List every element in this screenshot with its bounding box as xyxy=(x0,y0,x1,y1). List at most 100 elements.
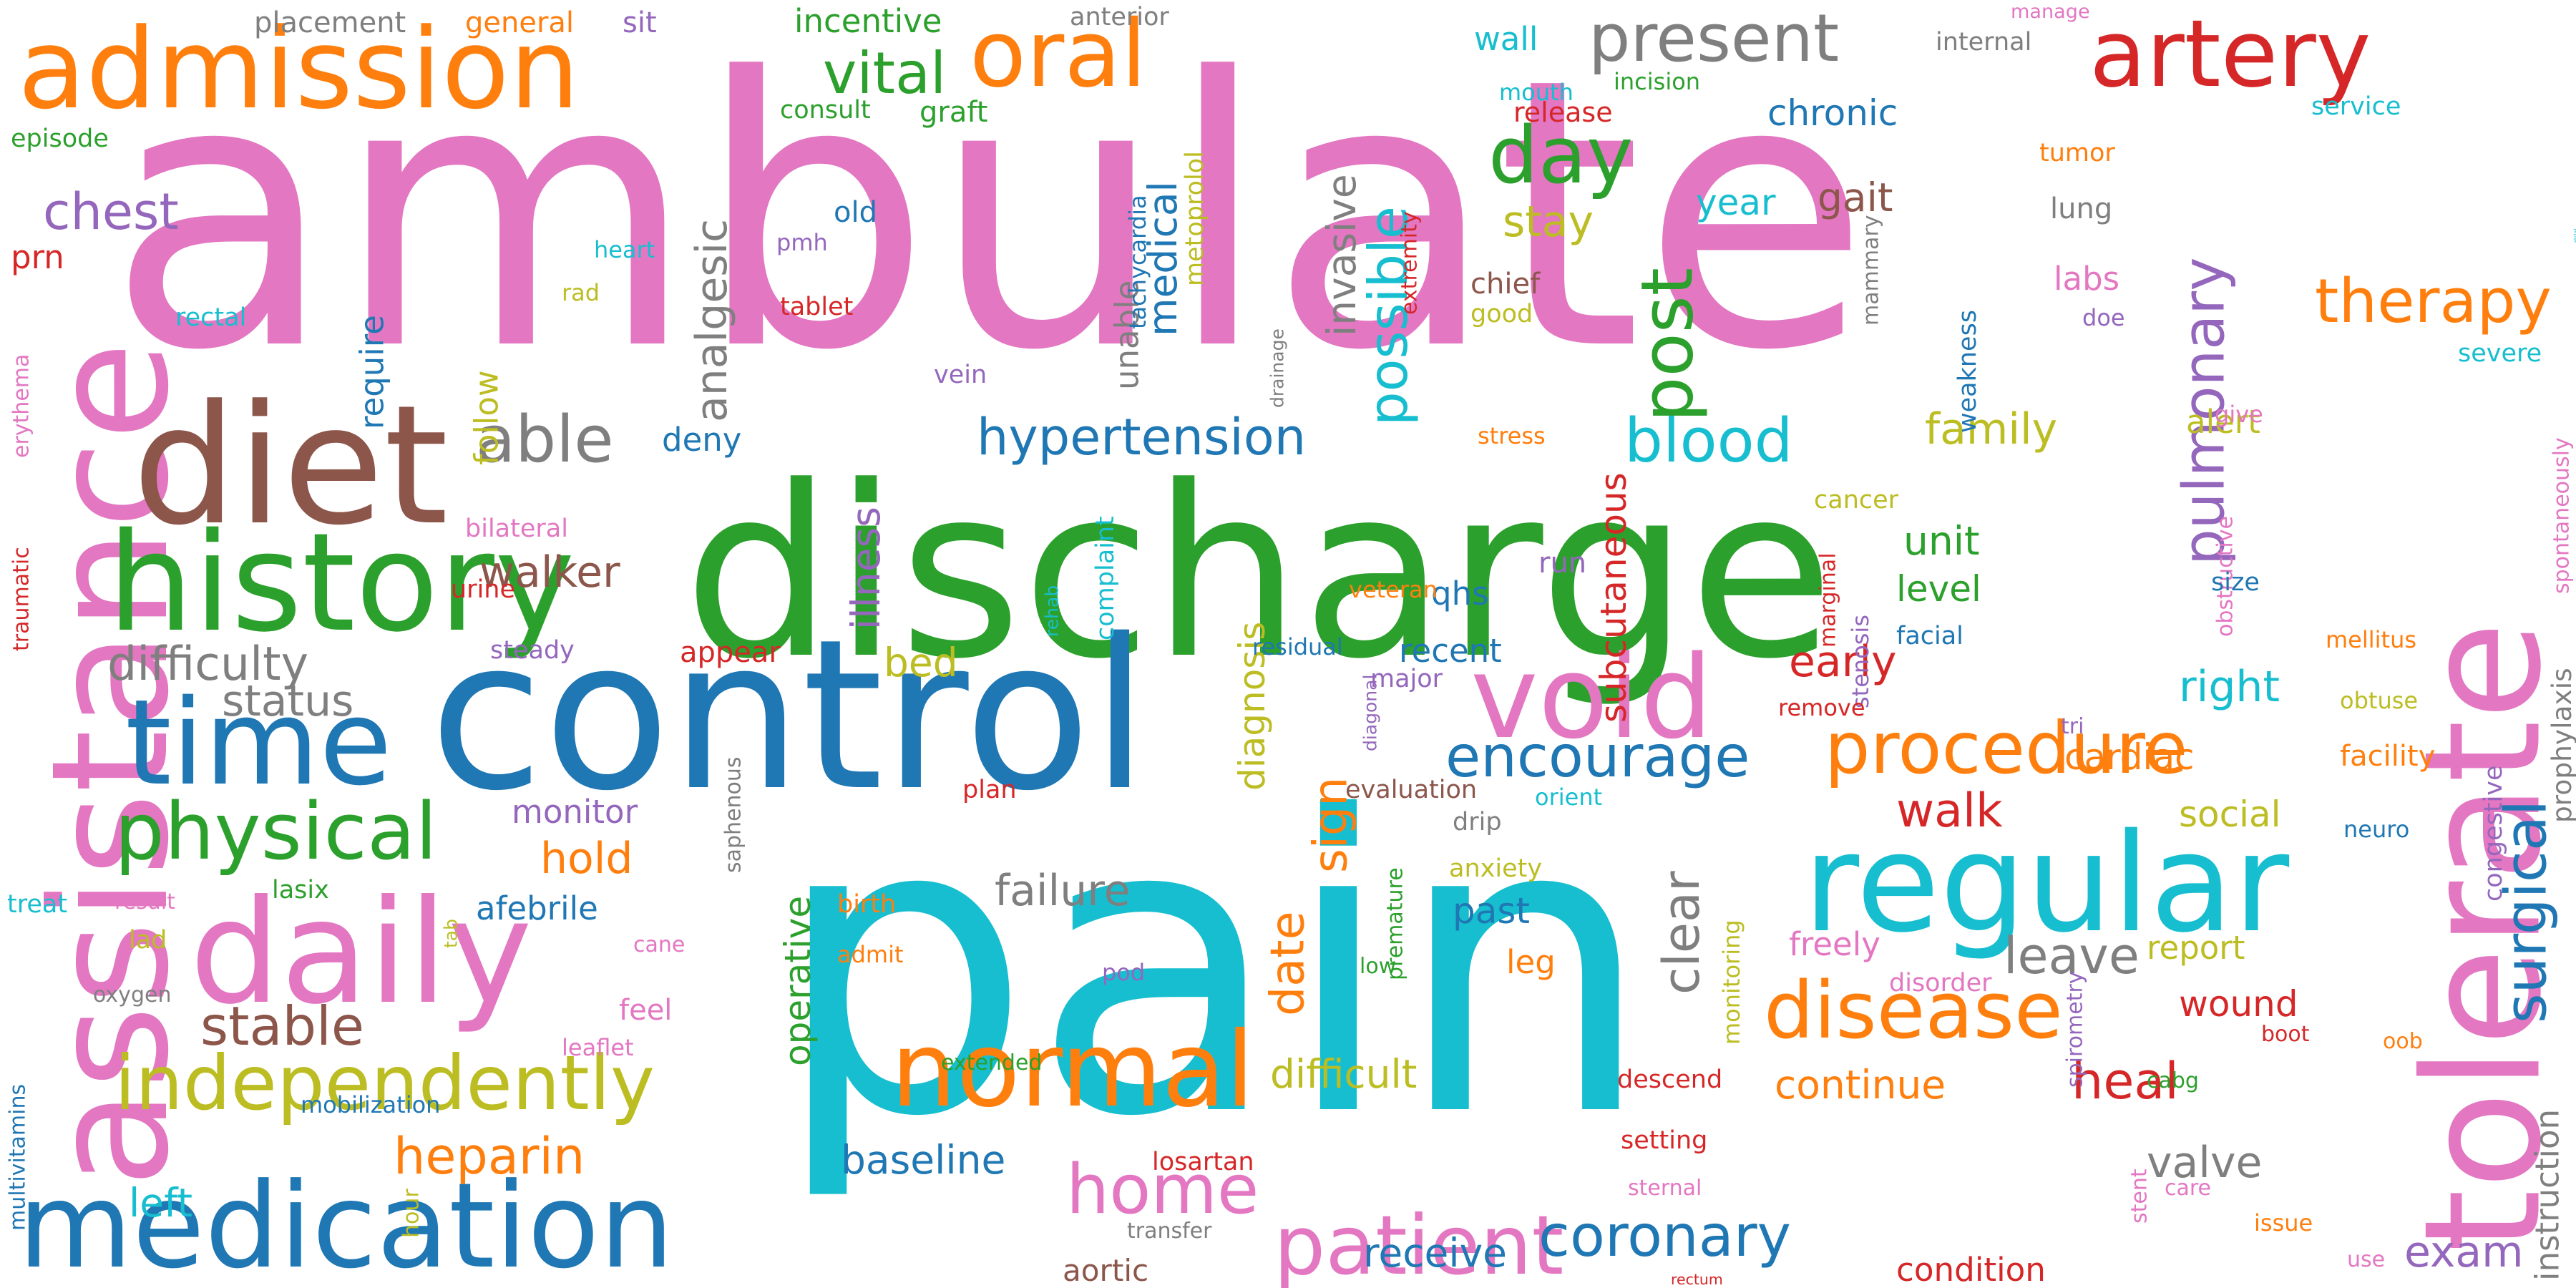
word-congestive: congestive xyxy=(2479,765,2508,902)
word-vital: vital xyxy=(823,40,946,107)
word-leaflet: leaflet xyxy=(562,1034,634,1061)
word-run: run xyxy=(1538,547,1586,580)
word-prn: prn xyxy=(11,238,64,276)
word-disorder: disorder xyxy=(1889,969,1992,997)
word-cardiac: cardiac xyxy=(2064,736,2195,778)
word-invasive: invasive xyxy=(1319,174,1365,336)
word-condition: condition xyxy=(1896,1251,2046,1288)
word-care: care xyxy=(2165,1176,2211,1201)
word-medication: medication xyxy=(18,1157,674,1288)
word-sternal: sternal xyxy=(1628,1176,1702,1201)
word-follow: follow xyxy=(468,370,506,465)
word-right: right xyxy=(2179,662,2280,712)
word-tab: tab xyxy=(441,919,462,948)
word-day: day xyxy=(1488,109,1633,201)
word-subcutaneous: subcutaneous xyxy=(1593,472,1634,723)
word-deny: deny xyxy=(662,421,741,459)
word-history: history xyxy=(107,504,575,662)
word-wall: wall xyxy=(1474,20,1538,58)
word-birth: birth xyxy=(837,890,896,919)
word-freely: freely xyxy=(1789,925,1880,963)
word-incision: incision xyxy=(1614,68,1700,95)
word-diagnosis: diagnosis xyxy=(1231,622,1273,791)
word-rad: rad xyxy=(562,279,600,306)
word-sit: sit xyxy=(623,6,657,39)
word-blood: blood xyxy=(1624,406,1793,477)
word-treat: treat xyxy=(7,890,67,919)
word-setting: setting xyxy=(1621,1126,1707,1155)
word-incentive: incentive xyxy=(794,2,942,40)
word-home: home xyxy=(1066,1151,1259,1229)
word-cancer: cancer xyxy=(1814,486,1899,514)
word-cabg: cabg xyxy=(2147,1068,2199,1093)
word-issue: issue xyxy=(2254,1209,2313,1236)
word-instruction: instruction xyxy=(2529,1109,2567,1281)
word-unable: unable xyxy=(1108,280,1146,390)
word-urine: urine xyxy=(451,575,515,604)
word-physical: physical xyxy=(114,786,437,877)
word-give: give xyxy=(2215,401,2263,428)
word-post: post xyxy=(1626,268,1709,422)
word-exam: exam xyxy=(2404,1227,2524,1277)
word-erythema: erythema xyxy=(9,354,34,458)
word-steady: steady xyxy=(490,636,575,665)
word-multivitamins: multivitamins xyxy=(6,1084,31,1231)
word-social: social xyxy=(2179,794,2281,835)
word-hour: hour xyxy=(399,1189,424,1238)
word-losartan: losartan xyxy=(1152,1148,1254,1176)
word-obstructive: obstructive xyxy=(2213,516,2238,637)
word-diagonal: diagonal xyxy=(1360,675,1381,751)
word-alert: alert xyxy=(2186,403,2260,441)
word-use: use xyxy=(2347,1247,2385,1272)
word-manage: manage xyxy=(2011,1,2090,23)
word-feel: feel xyxy=(619,994,672,1027)
word-metoprolol: metoprolol xyxy=(1181,151,1209,286)
word-mellitus: mellitus xyxy=(2326,626,2416,653)
word-therapy: therapy xyxy=(2315,266,2552,337)
word-patient: patient xyxy=(1274,1198,1563,1288)
word-leave: leave xyxy=(2004,927,2140,985)
word-bilateral: bilateral xyxy=(465,514,568,543)
word-tolerate: tolerate xyxy=(2390,621,2576,1252)
word-heart: heart xyxy=(594,236,655,263)
word-aortic: aortic xyxy=(1063,1253,1148,1288)
word-past: past xyxy=(1453,890,1530,932)
word-remove: remove xyxy=(1778,694,1865,721)
word-spirometry: spirometry xyxy=(2063,971,2088,1088)
word-appear: appear xyxy=(680,636,781,669)
word-weakness: weakness xyxy=(1953,310,1982,433)
word-lung: lung xyxy=(2050,192,2112,225)
word-oxygen: oxygen xyxy=(93,982,171,1008)
word-evaluation: evaluation xyxy=(1345,776,1477,804)
word-level: level xyxy=(1896,568,1981,610)
word-coronary: coronary xyxy=(1538,1203,1791,1269)
word-operative: operative xyxy=(777,896,819,1066)
word-continue: continue xyxy=(1775,1062,1946,1108)
word-drip: drip xyxy=(1453,808,1502,836)
word-discharge: discharge xyxy=(683,436,1834,711)
word-assistance: assistance xyxy=(17,341,205,1188)
word-clear: clear xyxy=(1652,871,1711,995)
word-baseline: baseline xyxy=(841,1137,1005,1183)
word-mobilization: mobilization xyxy=(301,1091,440,1118)
word-facial: facial xyxy=(1896,622,1963,650)
word-recent: recent xyxy=(1399,632,1502,670)
word-mammary: mammary xyxy=(1859,215,1884,326)
word-difficulty: difficulty xyxy=(107,638,308,691)
word-episode: episode xyxy=(11,125,109,153)
word-spontaneously: spontaneously xyxy=(2550,437,2575,594)
word-lasix: lasix xyxy=(272,876,329,904)
word-medical: medical xyxy=(1140,181,1186,336)
word-chest: chest xyxy=(43,182,179,241)
word-internal: internal xyxy=(1936,28,2031,57)
word-daily: daily xyxy=(190,869,532,1036)
word-valve: valve xyxy=(2147,1138,2262,1188)
word-pain: pain xyxy=(773,731,1654,1206)
word-consult: consult xyxy=(780,96,871,125)
word-good: good xyxy=(1470,300,1533,328)
word-residual: residual xyxy=(1252,633,1343,660)
word-require: require xyxy=(353,315,391,429)
word-low: low xyxy=(1360,954,1396,979)
